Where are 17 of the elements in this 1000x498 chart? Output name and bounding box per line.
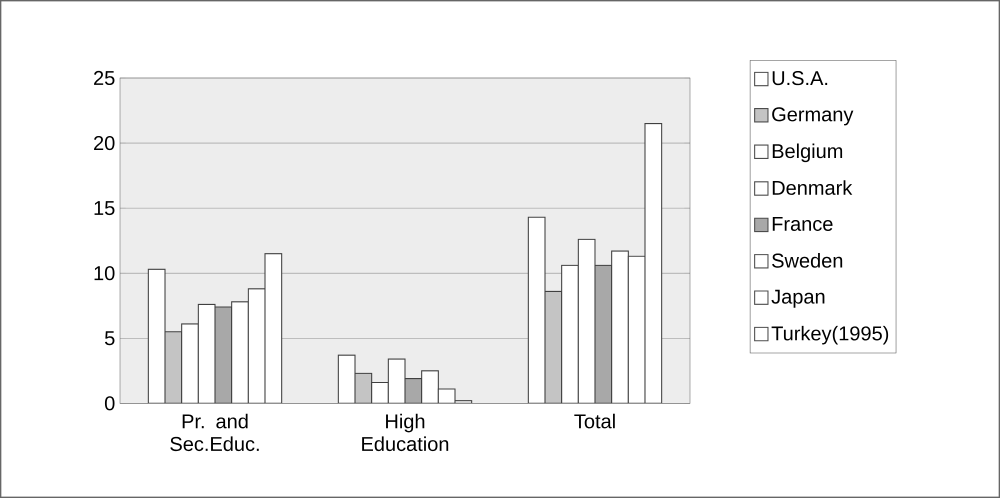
x-tick-label: Pr. and Sec.Educ. <box>170 414 259 452</box>
y-tick-label: 5 <box>104 331 114 346</box>
legend-label: Sweden <box>772 253 842 268</box>
y-tick-label: 20 <box>94 136 114 150</box>
x-tick-label: High Education <box>362 414 448 452</box>
legend-label: Belgium <box>772 143 842 162</box>
legend-label: U.S.A. <box>772 71 828 86</box>
legend-label: France <box>772 217 833 231</box>
y-tick-label: 15 <box>94 201 114 216</box>
y-tick-label: 25 <box>94 70 114 86</box>
legend-label: Turkey(1995) <box>772 326 888 344</box>
legend-label: Germany <box>772 107 854 126</box>
legend-label: Japan <box>771 290 824 308</box>
legend-label: Denmark <box>772 180 852 195</box>
y-tick-label: 10 <box>94 266 114 280</box>
y-tick-label: 0 <box>104 396 115 410</box>
x-tick-label: Total <box>574 414 615 428</box>
